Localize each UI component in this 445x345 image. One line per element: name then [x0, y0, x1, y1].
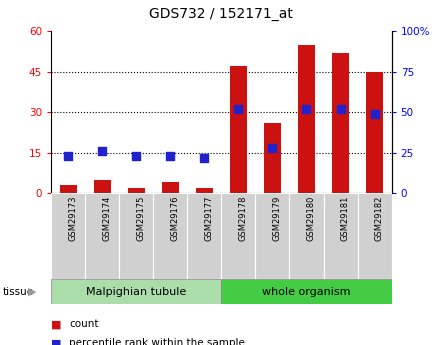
Point [133, 153, 140, 159]
Bar [162, 183, 179, 193]
Text: GSM29173: GSM29173 [68, 196, 77, 241]
Text: GSM29174: GSM29174 [102, 196, 111, 241]
Bar [255, 193, 290, 279]
Bar [222, 193, 255, 279]
Bar [51, 193, 85, 279]
Bar [332, 53, 349, 193]
Bar [128, 188, 145, 193]
Bar [119, 193, 153, 279]
Bar [187, 193, 222, 279]
Text: tissue: tissue [2, 287, 33, 296]
Text: ■: ■ [51, 319, 62, 329]
Point [65, 153, 72, 159]
Point [269, 145, 276, 150]
Point [371, 111, 378, 117]
Bar [222, 279, 392, 304]
Bar [366, 71, 383, 193]
Bar [324, 193, 358, 279]
Text: GDS732 / 152171_at: GDS732 / 152171_at [150, 7, 293, 21]
Bar [358, 193, 392, 279]
Bar [94, 180, 111, 193]
Bar [298, 45, 315, 193]
Text: GSM29177: GSM29177 [204, 196, 213, 241]
Text: GSM29176: GSM29176 [170, 196, 179, 241]
Text: percentile rank within the sample: percentile rank within the sample [69, 338, 245, 345]
Point [201, 155, 208, 160]
Bar [264, 123, 281, 193]
Bar [60, 185, 77, 193]
Bar [230, 66, 247, 193]
Point [167, 153, 174, 159]
Point [99, 148, 106, 154]
Bar [196, 188, 213, 193]
Text: GSM29179: GSM29179 [272, 196, 281, 241]
Bar [290, 193, 324, 279]
Bar [153, 193, 187, 279]
Text: whole organism: whole organism [262, 287, 351, 296]
Text: GSM29182: GSM29182 [375, 196, 384, 241]
Point [303, 106, 310, 112]
Text: GSM29180: GSM29180 [307, 196, 316, 241]
Point [337, 106, 344, 112]
Text: ■: ■ [51, 338, 62, 345]
Point [235, 106, 242, 112]
Bar [85, 193, 119, 279]
Text: GSM29178: GSM29178 [239, 196, 247, 241]
Text: Malpighian tubule: Malpighian tubule [86, 287, 186, 296]
Text: count: count [69, 319, 98, 329]
Text: GSM29181: GSM29181 [340, 196, 349, 241]
Text: GSM29175: GSM29175 [136, 196, 145, 241]
Text: ▶: ▶ [28, 287, 36, 296]
Bar [51, 279, 222, 304]
